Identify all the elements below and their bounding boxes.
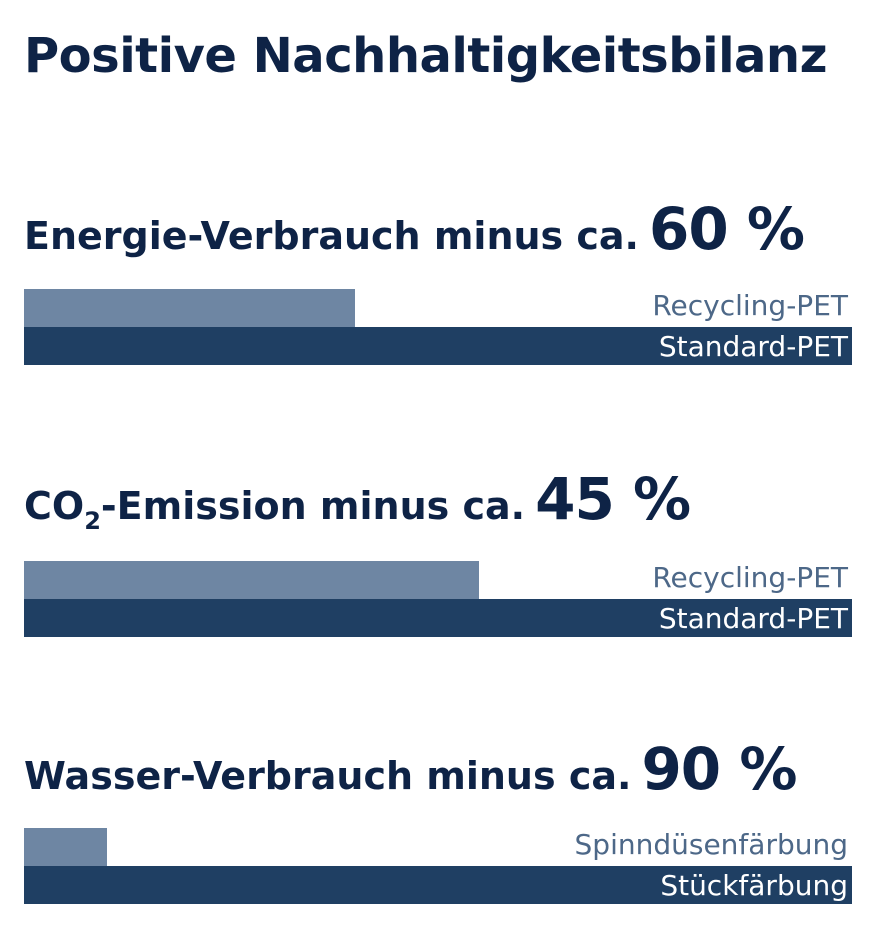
energy-bars: Recycling-PET Standard-PET [24,289,852,365]
water-percent: 90 % [641,735,797,803]
co2-bars: Recycling-PET Standard-PET [24,561,852,637]
energy-standard-label: Standard-PET [658,330,848,363]
energy-heading-text: Energie-Verbrauch minus ca. [24,214,639,258]
page-title: Positive Nachhaltigkeitsbilanz [24,28,828,84]
water-stueck-label: Stückfärbung [660,869,848,902]
co2-heading: CO2-Emission minus ca. 45 % [24,470,691,535]
co2-heading-subscript: 2 [84,507,101,535]
energy-standard-bar [24,327,852,365]
water-stueck-bar [24,866,852,904]
co2-percent: 45 % [535,465,691,533]
water-heading-text: Wasser-Verbrauch minus ca. [24,754,632,798]
water-spinndusen-bar [24,828,107,866]
water-bars: Spinndüsenfärbung Stückfärbung [24,828,852,904]
energy-heading: Energie-Verbrauch minus ca. 60 % [24,200,805,258]
water-spinndusen-label: Spinndüsenfärbung [574,828,848,861]
energy-recycling-bar [24,289,356,327]
energy-recycling-label: Recycling-PET [652,289,848,322]
co2-recycling-label: Recycling-PET [652,561,848,594]
energy-percent: 60 % [649,195,805,263]
co2-heading-prefix: CO [24,484,85,528]
co2-standard-label: Standard-PET [658,602,848,635]
co2-standard-bar [24,599,852,637]
co2-heading-text: -Emission minus ca. [100,484,526,528]
co2-recycling-bar [24,561,480,599]
water-heading: Wasser-Verbrauch minus ca. 90 % [24,740,797,798]
